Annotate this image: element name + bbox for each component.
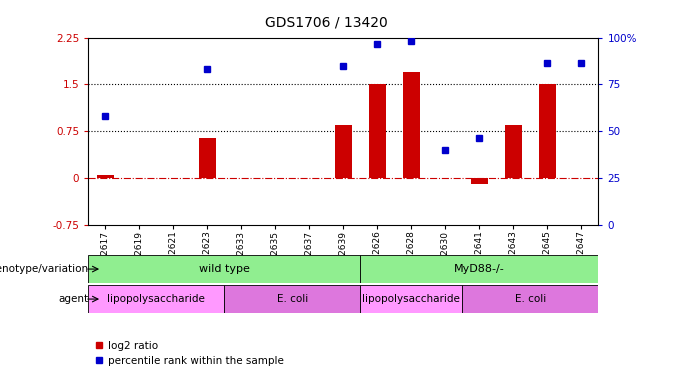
Bar: [97, 175, 114, 178]
Legend: log2 ratio, percentile rank within the sample: log2 ratio, percentile rank within the s…: [94, 341, 284, 366]
Bar: [539, 84, 556, 178]
Bar: [335, 125, 352, 178]
Bar: [471, 178, 488, 184]
Text: agent: agent: [58, 294, 88, 304]
Text: wild type: wild type: [199, 264, 250, 274]
Text: lipopolysaccharide: lipopolysaccharide: [107, 294, 205, 304]
Bar: [505, 125, 522, 178]
Text: GDS1706 / 13420: GDS1706 / 13420: [265, 15, 388, 29]
Text: MyD88-/-: MyD88-/-: [454, 264, 505, 274]
Text: genotype/variation: genotype/variation: [0, 264, 88, 274]
Text: lipopolysaccharide: lipopolysaccharide: [362, 294, 460, 304]
Bar: [462, 285, 598, 313]
Bar: [360, 285, 462, 313]
Bar: [360, 255, 598, 283]
Bar: [224, 285, 360, 313]
Text: E. coli: E. coli: [277, 294, 308, 304]
Text: E. coli: E. coli: [515, 294, 546, 304]
Bar: [199, 138, 216, 178]
Bar: [403, 72, 420, 178]
Bar: [88, 255, 360, 283]
Bar: [88, 285, 224, 313]
Bar: [369, 84, 386, 178]
